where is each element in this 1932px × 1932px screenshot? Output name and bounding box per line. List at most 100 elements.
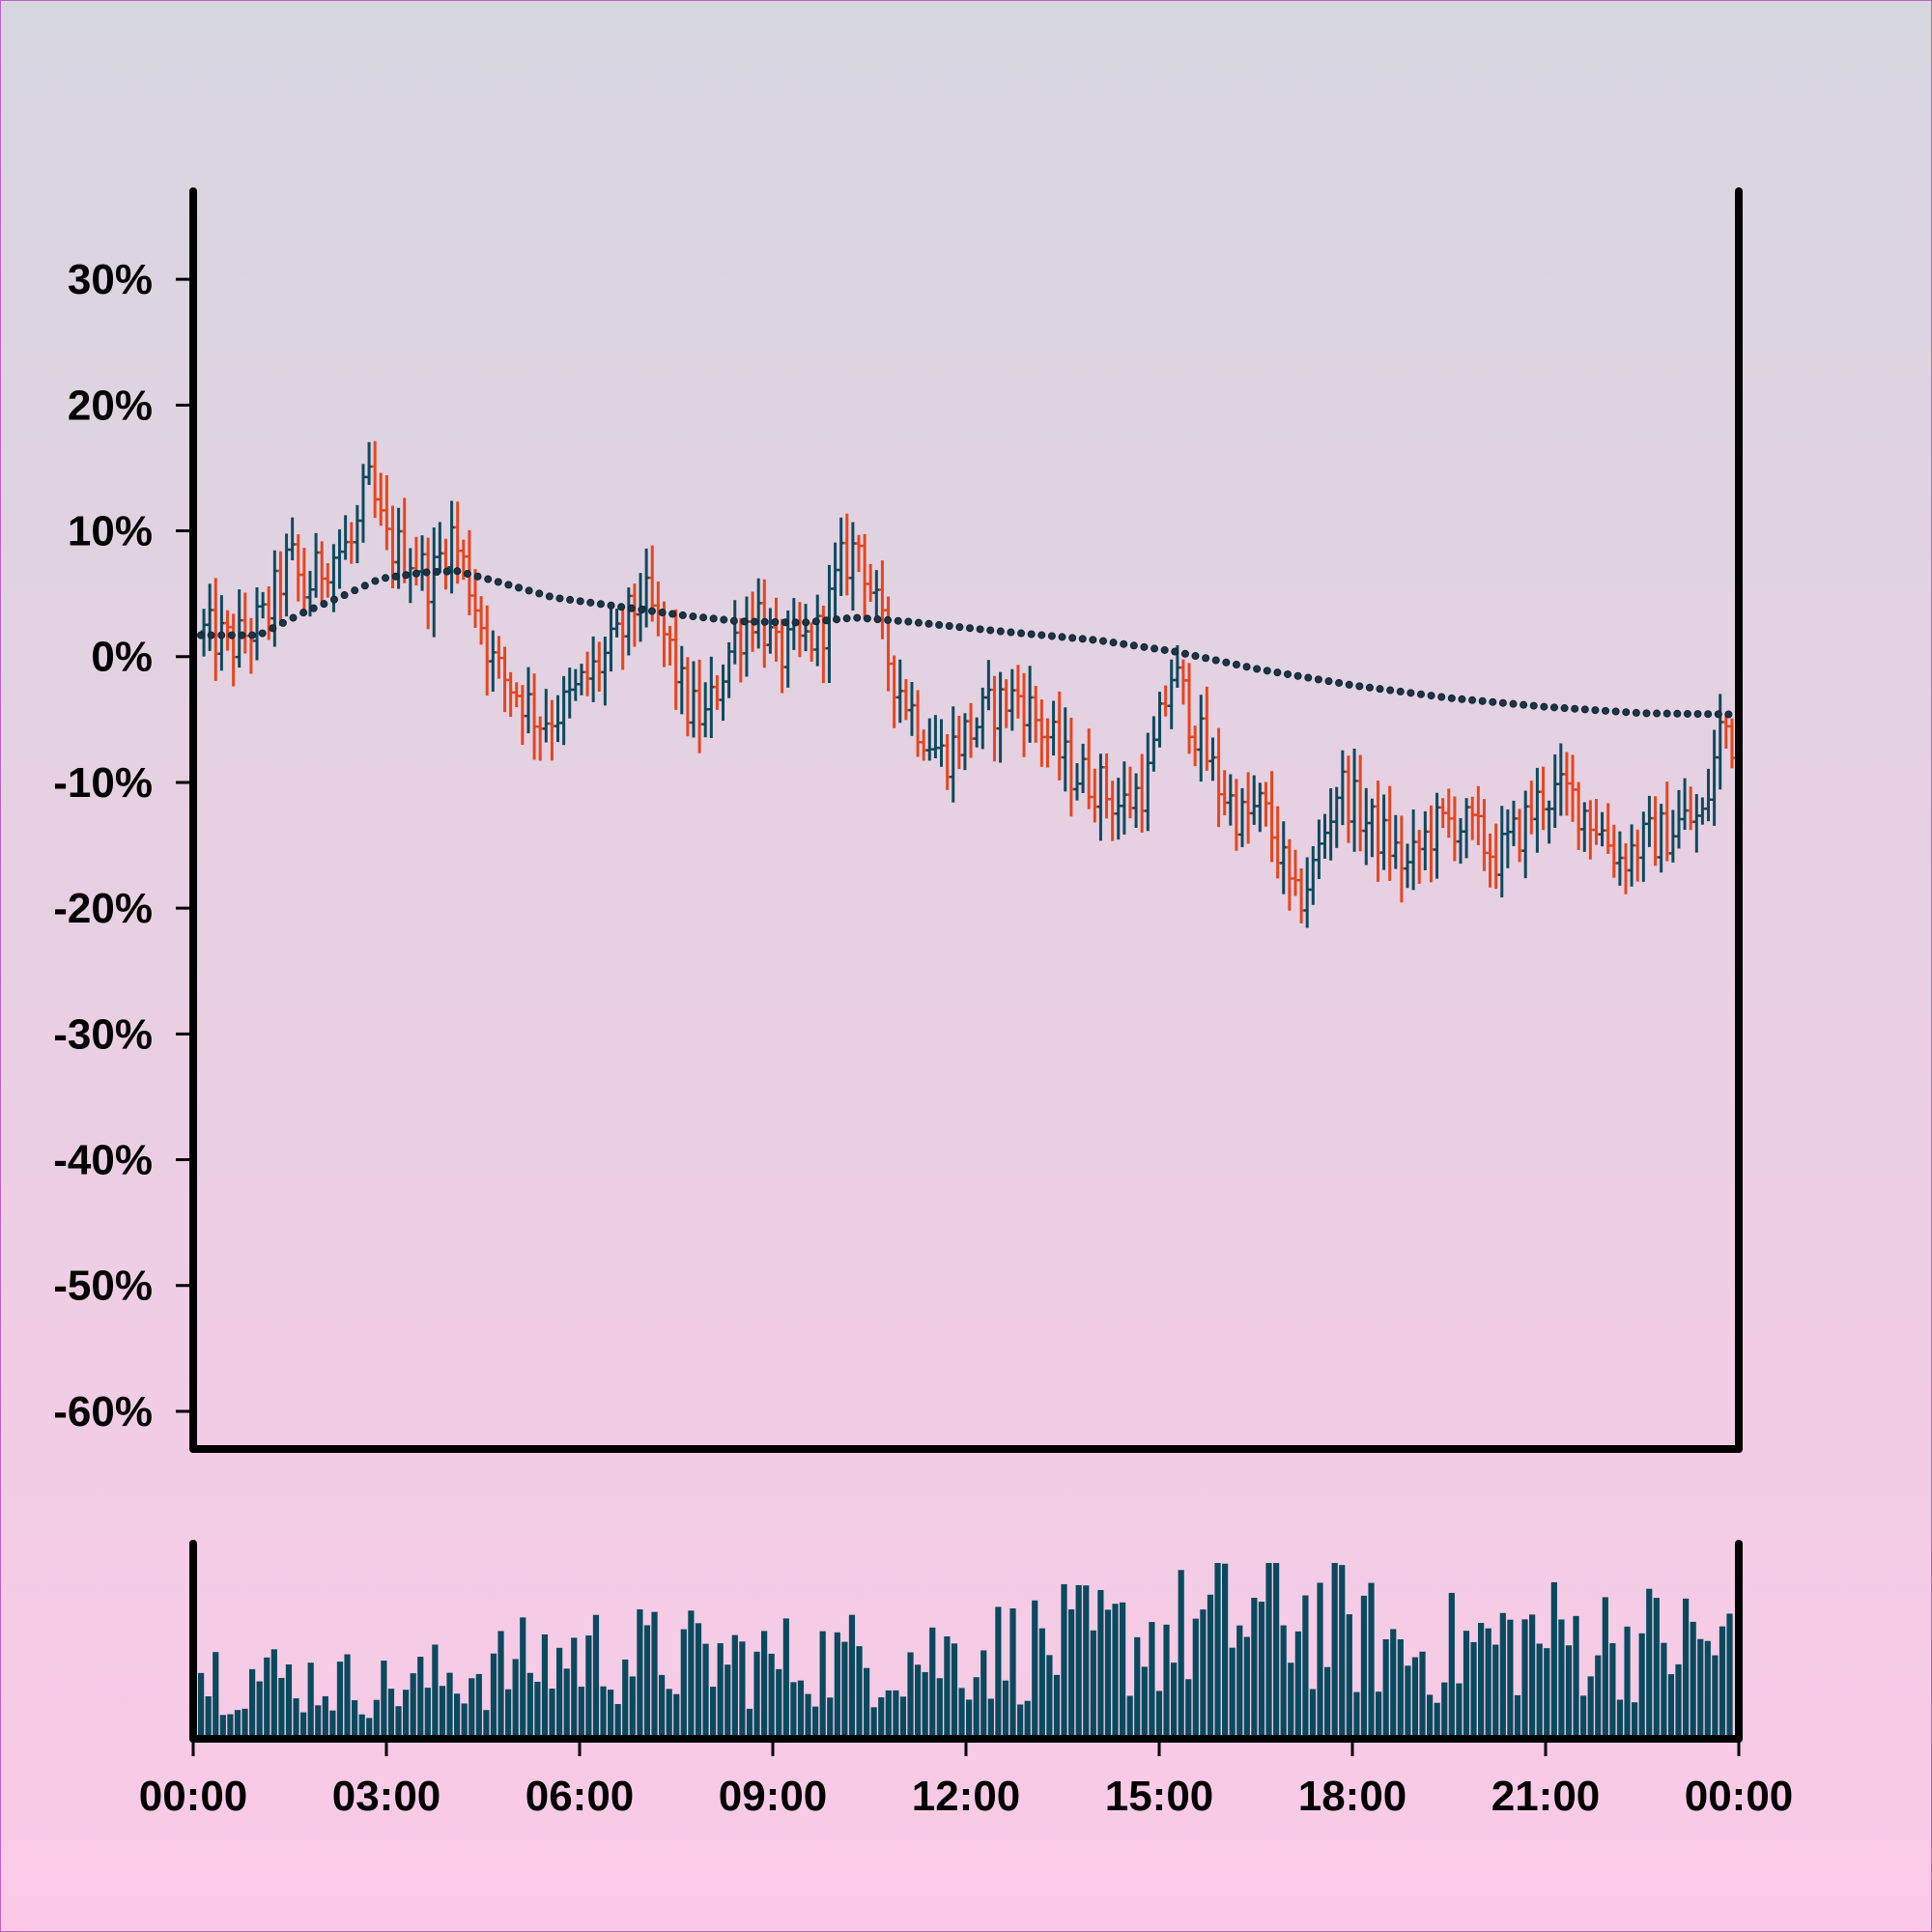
volume-bar [1609, 1643, 1616, 1739]
volume-bar [746, 1708, 753, 1739]
y-tick-label: 30% [68, 256, 153, 303]
volume-bar [1302, 1595, 1309, 1739]
volume-bar [1061, 1583, 1067, 1739]
moving-average-point [1017, 629, 1026, 638]
moving-average-point [617, 603, 626, 611]
volume-bar [695, 1623, 702, 1739]
y-tick-label: -10% [53, 759, 153, 807]
volume-bar [264, 1657, 270, 1739]
volume-bar [812, 1706, 819, 1739]
moving-average-point [320, 600, 328, 609]
volume-bar [673, 1693, 680, 1739]
moving-average-point [853, 613, 862, 622]
volume-bar [600, 1686, 607, 1739]
y-axis-tick-labels: 30% 20% 10% 0% -10% -20% -30% -40% -50% -60% [53, 256, 153, 1435]
x-tick-label: 00:00 [139, 1773, 248, 1820]
volume-bar [373, 1699, 380, 1739]
moving-average-point [822, 616, 831, 625]
moving-average-point [1662, 709, 1671, 718]
moving-average-point [904, 617, 913, 626]
moving-average-point [1037, 631, 1046, 639]
moving-average-point [535, 589, 544, 598]
moving-average-point [1355, 682, 1364, 691]
volume-bar [1090, 1630, 1096, 1739]
y-tick-label: 0% [91, 634, 153, 681]
volume-bar [893, 1690, 899, 1739]
volume-bar [1661, 1642, 1667, 1739]
moving-average-point [289, 613, 298, 622]
volume-bar [387, 1689, 395, 1739]
volume-bar [629, 1676, 636, 1739]
moving-average-point [1406, 689, 1415, 697]
moving-average-point [1478, 696, 1487, 705]
volume-bar [1324, 1666, 1331, 1739]
volume-bar [278, 1678, 285, 1739]
volume-bar [1521, 1619, 1528, 1739]
volume-bar [1002, 1680, 1009, 1739]
moving-average-point [1560, 704, 1569, 713]
moving-average-point [1704, 710, 1713, 719]
moving-average-point [515, 583, 524, 592]
volume-bar [417, 1657, 424, 1739]
volume-bar [219, 1715, 226, 1739]
volume-bar [1068, 1608, 1075, 1739]
y-tick-label: -60% [53, 1388, 153, 1435]
volume-bar [1339, 1565, 1346, 1739]
moving-average-point [966, 624, 975, 633]
moving-average-point [729, 616, 738, 625]
moving-average-point [382, 574, 390, 582]
moving-average-point [1027, 630, 1036, 639]
volume-bar [1587, 1676, 1594, 1739]
moving-average-point [607, 601, 615, 610]
moving-average-point [1232, 660, 1240, 668]
volume-bar [966, 1699, 973, 1739]
volume-bar [395, 1706, 402, 1739]
volume-bar [446, 1672, 453, 1739]
volume-bar [1646, 1588, 1653, 1739]
moving-average-point [1365, 683, 1374, 692]
volume-bar [885, 1690, 892, 1739]
moving-average-point [689, 612, 697, 621]
volume-bar [731, 1634, 738, 1739]
moving-average-point [720, 615, 728, 624]
moving-average-point [802, 618, 810, 627]
moving-average-point [1458, 695, 1466, 703]
volume-bar [213, 1652, 219, 1739]
volume-bar [366, 1718, 373, 1739]
volume-bar [490, 1653, 497, 1739]
moving-average-point [709, 614, 718, 623]
moving-average-point [1078, 635, 1087, 643]
moving-average-point [1253, 665, 1262, 673]
volume-bar [782, 1618, 789, 1739]
volume-bar [1485, 1628, 1492, 1739]
volume-bar [1638, 1633, 1645, 1739]
volume-bar [973, 1677, 980, 1739]
volume-bar [475, 1673, 482, 1739]
volume-bar [432, 1644, 439, 1739]
moving-average-point [1242, 663, 1251, 671]
x-axis-tick-labels: 00:00 03:00 06:00 09:00 12:00 15:00 18:00 21:00… [139, 1773, 1794, 1820]
moving-average-point [1622, 708, 1631, 717]
volume-bar [915, 1664, 922, 1739]
moving-average-point [422, 568, 431, 577]
volume-bar [1222, 1563, 1229, 1739]
volume-bar [1229, 1647, 1236, 1739]
moving-average-point [555, 594, 564, 603]
moving-average-point [873, 615, 882, 624]
moving-average-point [1109, 639, 1118, 647]
volume-bar [797, 1680, 805, 1739]
volume-bar [1046, 1655, 1053, 1739]
volume-bar [1126, 1695, 1133, 1739]
volume-bar [1251, 1598, 1258, 1739]
volume-bar [592, 1614, 600, 1739]
x-tick-label: 03:00 [332, 1773, 441, 1820]
moving-average-point [638, 606, 646, 614]
y-tick-label: -30% [53, 1010, 153, 1058]
volume-bar [856, 1646, 863, 1739]
volume-bar [534, 1681, 541, 1739]
volume-bar [1200, 1609, 1207, 1739]
volume-bar [666, 1689, 672, 1739]
moving-average-point [1724, 710, 1733, 719]
